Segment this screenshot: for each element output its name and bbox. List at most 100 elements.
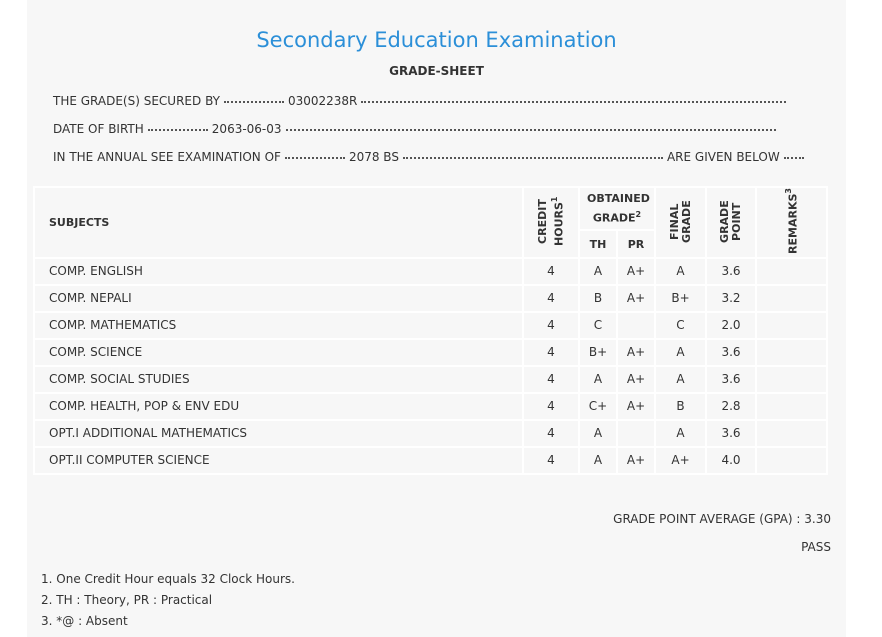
cell: A <box>654 364 707 394</box>
info-label: DATE OF BIRTH <box>53 122 144 136</box>
remarks-cell <box>755 283 828 313</box>
header-sup: 3 <box>784 188 794 194</box>
header-sup: 2 <box>635 209 642 219</box>
cell: A <box>654 418 707 448</box>
cell: 3.2 <box>705 283 757 313</box>
title: Secondary Education Examination <box>256 28 617 52</box>
cell: 2.8 <box>705 391 757 421</box>
subject-cell: COMP. ENGLISH <box>33 256 524 286</box>
leader <box>223 100 284 103</box>
grade-sheet: Secondary Education Examination GRADE-SH… <box>27 0 846 637</box>
remarks-cell <box>755 310 828 340</box>
table-row: COMP. SCIENCE 4 B+ A+ A 3.6 <box>33 337 828 367</box>
cell: A <box>654 256 707 286</box>
cell: 3.6 <box>705 256 757 286</box>
header-text: REMARKS <box>786 193 800 254</box>
cell: C <box>578 310 618 340</box>
table-row: COMP. ENGLISH 4 A A+ A 3.6 <box>33 256 828 286</box>
cell: A <box>578 418 618 448</box>
cell: 3.6 <box>705 418 757 448</box>
subject-cell: COMP. SOCIAL STUDIES <box>33 364 524 394</box>
cell: B+ <box>578 337 618 367</box>
header-cell: PR <box>616 229 656 259</box>
cell: A+ <box>616 283 656 313</box>
note: 1. One Credit Hour equals 32 Clock Hours… <box>41 572 295 586</box>
leader <box>783 156 804 159</box>
cell: C+ <box>578 391 618 421</box>
leader <box>285 128 776 131</box>
cell: A+ <box>616 337 656 367</box>
note: 2. TH : Theory, PR : Practical <box>41 593 213 607</box>
header-text: CREDIT HOURS <box>535 198 566 246</box>
cell: 4 <box>522 310 580 340</box>
cell: A+ <box>616 364 656 394</box>
remarks-cell <box>755 337 828 367</box>
cell: A <box>578 256 618 286</box>
gpa: GRADE POINT AVERAGE (GPA) : 3.30 <box>613 512 831 526</box>
cell: 4 <box>522 283 580 313</box>
leader <box>284 156 345 159</box>
cell: A+ <box>616 256 656 286</box>
leader <box>402 156 663 159</box>
header-cell: OBTAINED GRADE2 <box>578 185 656 232</box>
info-line: IN THE ANNUAL SEE EXAMINATION OF 2078 BS A… <box>53 150 808 164</box>
header-cell: CREDIT HOURS1 <box>522 186 580 259</box>
cell: 2.0 <box>705 310 757 340</box>
cell: A <box>654 337 707 367</box>
header-cell: FINAL GRADE <box>654 186 707 259</box>
info-value: 2078 BS <box>348 150 399 164</box>
info-value: 03002238R <box>287 94 358 108</box>
cell <box>616 310 656 340</box>
subject-cell: COMP. SCIENCE <box>33 337 524 367</box>
header-cell: REMARKS3 <box>755 186 828 259</box>
cell: A+ <box>654 445 707 475</box>
cell: A <box>578 445 618 475</box>
subject-cell: COMP. HEALTH, POP & ENV EDU <box>33 391 524 421</box>
cell: A <box>578 364 618 394</box>
cell: 4.0 <box>705 445 757 475</box>
leader <box>147 128 208 131</box>
gpa-label: GRADE POINT AVERAGE (GPA) : <box>613 512 801 526</box>
gpa-value: 3.30 <box>804 512 831 526</box>
subject-cell: COMP. MATHEMATICS <box>33 310 524 340</box>
info-line: THE GRADE(S) SECURED BY 03002238R <box>53 94 790 108</box>
cell: 3.6 <box>705 337 757 367</box>
header-text: OBTAINED GRADE <box>587 191 650 225</box>
table-row: OPT.II COMPUTER SCIENCE 4 A A+ A+ 4.0 <box>33 445 828 475</box>
remarks-cell <box>755 256 828 286</box>
header-text: FINAL GRADE <box>667 199 693 243</box>
subject-cell: OPT.I ADDITIONAL MATHEMATICS <box>33 418 524 448</box>
remarks-cell <box>755 391 828 421</box>
table-row: COMP. SOCIAL STUDIES 4 A A+ A 3.6 <box>33 364 828 394</box>
table-row: COMP. MATHEMATICS 4 C C 2.0 <box>33 310 828 340</box>
header-cell: GRADE POINT <box>705 186 757 259</box>
cell: 4 <box>522 256 580 286</box>
header-cell: SUBJECTS <box>33 186 524 259</box>
grade-table: SUBJECTS CREDIT HOURS1 OBTAINED GRADE2 F… <box>33 185 828 475</box>
header-cell: TH <box>578 229 618 259</box>
cell: B <box>578 283 618 313</box>
header-sup: 1 <box>549 196 559 202</box>
cell: 4 <box>522 445 580 475</box>
header-text: GRADE POINT <box>718 199 743 243</box>
leader <box>361 100 787 103</box>
info-label: IN THE ANNUAL SEE EXAMINATION OF <box>53 150 281 164</box>
info-suffix: ARE GIVEN BELOW <box>666 150 780 164</box>
table-row: COMP. HEALTH, POP & ENV EDU 4 C+ A+ B 2.8 <box>33 391 828 421</box>
remarks-cell <box>755 418 828 448</box>
cell: 4 <box>522 364 580 394</box>
cell: B <box>654 391 707 421</box>
cell: 4 <box>522 418 580 448</box>
info-value: 2063-06-03 <box>211 122 282 136</box>
table-row: COMP. NEPALI 4 B A+ B+ 3.2 <box>33 283 828 313</box>
cell <box>616 418 656 448</box>
table-row: OPT.I ADDITIONAL MATHEMATICS 4 A A 3.6 <box>33 418 828 448</box>
cell: B+ <box>654 283 707 313</box>
remarks-cell <box>755 364 828 394</box>
cell: A+ <box>616 391 656 421</box>
note: 3. *@ : Absent <box>41 614 128 628</box>
info-label: THE GRADE(S) SECURED BY <box>53 94 220 108</box>
subtitle: GRADE-SHEET <box>389 64 484 78</box>
cell: 4 <box>522 337 580 367</box>
subject-cell: COMP. NEPALI <box>33 283 524 313</box>
